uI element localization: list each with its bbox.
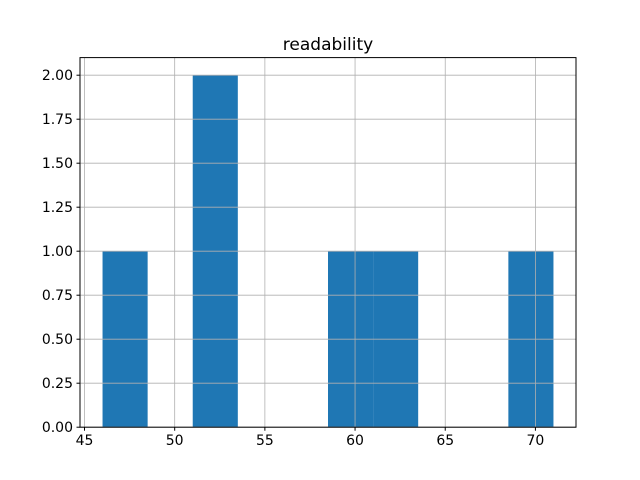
y-tick-label: 1.25 (42, 200, 73, 216)
x-tick-label: 55 (256, 433, 274, 449)
y-tick-label: 1.00 (42, 244, 73, 260)
x-tick-label: 60 (346, 433, 364, 449)
y-tick-label: 0.50 (42, 332, 73, 348)
y-tick-label: 0.25 (42, 376, 73, 392)
x-tick-label: 65 (436, 433, 454, 449)
x-tick-label: 45 (76, 433, 94, 449)
ticks-layer: 45 50 55 60 65 70 0.00 0.25 0.50 0.75 1.00 1.25 1.50… (42, 68, 545, 449)
axes-layer (79, 57, 577, 428)
y-tick-label: 2.00 (42, 68, 73, 84)
y-tick-label: 0.75 (42, 288, 73, 304)
y-tick-label: 1.50 (42, 156, 73, 172)
y-tick-label: 0.00 (42, 420, 73, 436)
y-tick-label: 1.75 (42, 112, 73, 128)
x-tick-label: 50 (166, 433, 184, 449)
plot-border (79, 57, 577, 428)
chart-title: readability (283, 35, 373, 55)
x-tick-label: 70 (527, 433, 545, 449)
